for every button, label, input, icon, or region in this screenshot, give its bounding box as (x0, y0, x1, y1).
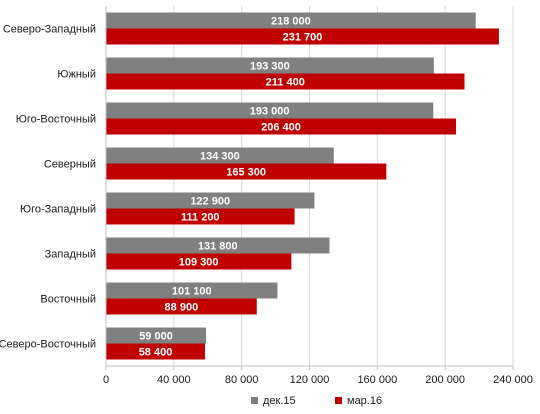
bar-мар-16-4 (106, 208, 295, 225)
x-tick-label-5: 200 000 (425, 374, 465, 386)
bar-дек-15-5 (106, 237, 330, 254)
data-label-мар-16-5: 109 300 (179, 257, 219, 269)
data-label-дек-15-3: 134 300 (200, 151, 240, 163)
legend-label-мар-16: мар.16 (347, 395, 382, 407)
bar-дек-15-2 (106, 102, 434, 119)
legend: дек.15 мар.16 (251, 395, 382, 407)
data-label-дек-15-2: 193 000 (250, 106, 290, 118)
category-label-3: Северный (44, 159, 96, 171)
x-tick-label-1: 40 000 (157, 374, 191, 386)
data-label-дек-15-6: 101 100 (172, 286, 212, 298)
data-label-дек-15-7: 59 000 (139, 331, 173, 343)
category-label-2: Юго-Восточный (16, 114, 96, 126)
data-labels: 218 000 231 700 193 300 211 400 193 000 206 4… (139, 16, 323, 359)
bar-мар-16-2 (106, 118, 457, 135)
bar-дек-15-0 (106, 12, 476, 29)
data-label-мар-16-2: 206 400 (261, 122, 301, 134)
bar-мар-16-6 (106, 298, 257, 315)
data-label-дек-15-1: 193 300 (250, 61, 290, 73)
data-label-мар-16-7: 58 400 (139, 347, 173, 359)
legend-label-дек-15: дек.15 (263, 395, 296, 407)
x-tick-label-4: 160 000 (357, 374, 397, 386)
bar-мар-16-5 (106, 253, 292, 270)
bar-мар-16-1 (106, 73, 465, 90)
bar-дек-15-1 (106, 57, 434, 74)
bar-мар-16-7 (106, 343, 206, 360)
category-label-1: Южный (57, 69, 96, 81)
category-labels: Северо-Западный Южный Юго-Восточный Северны… (0, 24, 96, 351)
x-tick-label-2: 80 000 (225, 374, 259, 386)
bar-дек-15-3 (106, 147, 334, 164)
data-label-мар-16-4: 111 200 (181, 212, 220, 224)
x-axis: 0 40 000 80 000 120 000 160 000 200 000 240 00… (103, 6, 533, 386)
bar-дек-15-6 (106, 282, 278, 299)
data-label-мар-16-1: 211 400 (266, 77, 305, 89)
category-label-5: Западный (45, 249, 96, 261)
bars (106, 12, 499, 360)
legend-swatch-дек-15 (251, 397, 258, 404)
category-label-0: Северо-Западный (3, 24, 96, 36)
data-label-мар-16-6: 88 900 (165, 302, 199, 314)
category-label-6: Восточный (40, 294, 96, 306)
x-tick-label-6: 240 000 (493, 374, 533, 386)
data-label-дек-15-0: 218 000 (271, 16, 311, 28)
data-label-мар-16-3: 165 300 (226, 167, 266, 179)
x-tick-label-3: 120 000 (290, 374, 330, 386)
data-label-мар-16-0: 231 700 (283, 32, 323, 44)
data-label-дек-15-4: 122 900 (190, 196, 230, 208)
legend-swatch-мар-16 (335, 397, 342, 404)
data-label-дек-15-5: 131 800 (198, 241, 238, 253)
bar-мар-16-0 (106, 28, 499, 45)
bar-дек-15-4 (106, 192, 315, 209)
category-label-7: Северо-Восточный (0, 339, 96, 351)
category-label-4: Юго-Западный (20, 204, 96, 216)
bar-дек-15-7 (106, 327, 207, 344)
x-tick-label-0: 0 (103, 374, 109, 386)
bar-мар-16-3 (106, 163, 387, 180)
